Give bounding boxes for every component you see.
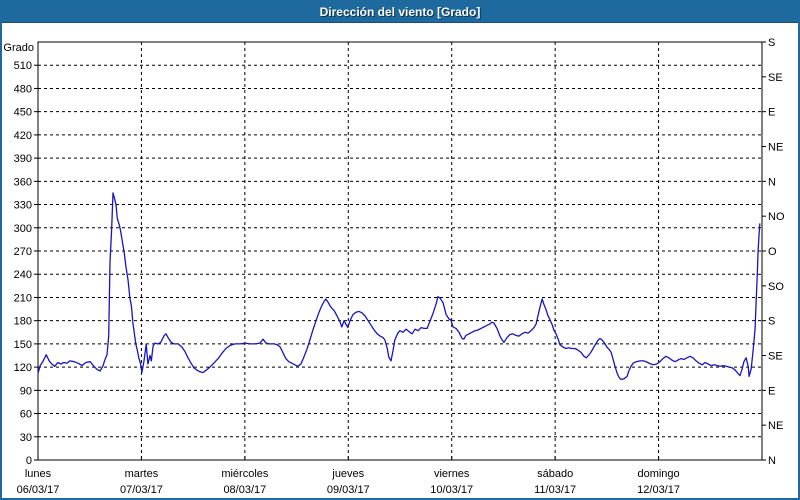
x-axis-date-label: 09/03/17: [327, 484, 370, 496]
y-axis-label-left: 480: [14, 83, 32, 95]
wind-direction-line: [37, 192, 761, 381]
y-axis-label-left: 390: [14, 153, 32, 165]
wind-direction-chart: 0 30 60 90 120 150 180 210 240 270 300 330 360 390 420…: [3, 37, 785, 496]
y-axis-label-right: NO: [768, 211, 785, 223]
y-axis-label-right: SE: [768, 72, 783, 84]
y-axis-label-right: NE: [768, 142, 783, 154]
y-axis-label-left: 330: [14, 200, 32, 212]
y-axis-label-right: S: [768, 316, 775, 328]
y-axis-label-left: 150: [14, 339, 32, 351]
y-axis-label-right: SO: [768, 281, 784, 293]
y-axis-label-left: 270: [14, 246, 32, 258]
x-axis-weekday-label: jueves: [331, 468, 364, 480]
x-axis-date-label: 07/03/17: [120, 484, 163, 496]
y-axis-label-right: SE: [768, 351, 783, 363]
y-axis-label-left: 180: [14, 316, 32, 328]
x-axis-weekday-label: sábado: [537, 468, 573, 480]
y-axis-label-right: N: [768, 176, 776, 188]
y-axis-label-right: E: [768, 107, 775, 119]
y-axis-label-left: 30: [20, 432, 32, 444]
y-axis-label-right: S: [768, 37, 775, 49]
x-axis-weekday-label: lunes: [25, 468, 52, 480]
y-axis-label-left: 90: [20, 385, 32, 397]
y-axis-label-right: O: [768, 246, 777, 258]
x-axis-weekday-label: martes: [125, 468, 159, 480]
x-axis-weekday-label: miércoles: [221, 468, 269, 480]
y-axis-label-right: N: [768, 455, 776, 467]
x-axis-date-label: 11/03/17: [534, 484, 576, 496]
chart-title: Dirección del viento [Grado]: [319, 5, 481, 19]
y-axis-title: Grado: [3, 42, 34, 54]
x-axis-date-label: 12/03/17: [637, 484, 680, 496]
x-axis-date-label: 10/03/17: [430, 484, 473, 496]
y-axis-label-right: E: [768, 385, 775, 397]
y-axis-label-left: 120: [14, 362, 32, 374]
y-axis-label-left: 0: [26, 455, 32, 467]
y-axis-label-left: 450: [14, 107, 32, 119]
y-axis-label-left: 210: [14, 292, 32, 304]
y-axis-label-right: NE: [768, 420, 783, 432]
x-axis-date-label: 08/03/17: [223, 484, 266, 496]
y-axis-label-left: 60: [20, 409, 32, 421]
y-axis-label-left: 420: [14, 130, 32, 142]
y-axis-label-left: 300: [14, 223, 32, 235]
x-axis-weekday-label: domingo: [637, 468, 679, 480]
x-axis-weekday-label: viernes: [434, 468, 470, 480]
x-axis-date-label: 06/03/17: [17, 484, 60, 496]
y-axis-label-left: 510: [14, 60, 32, 72]
title-bar: Dirección del viento [Grado]: [2, 2, 798, 23]
y-axis-label-left: 360: [14, 176, 32, 188]
y-axis-label-left: 240: [14, 269, 32, 281]
chart-area: 0 30 60 90 120 150 180 210 240 270 300 330 360 390 420…: [2, 23, 798, 498]
